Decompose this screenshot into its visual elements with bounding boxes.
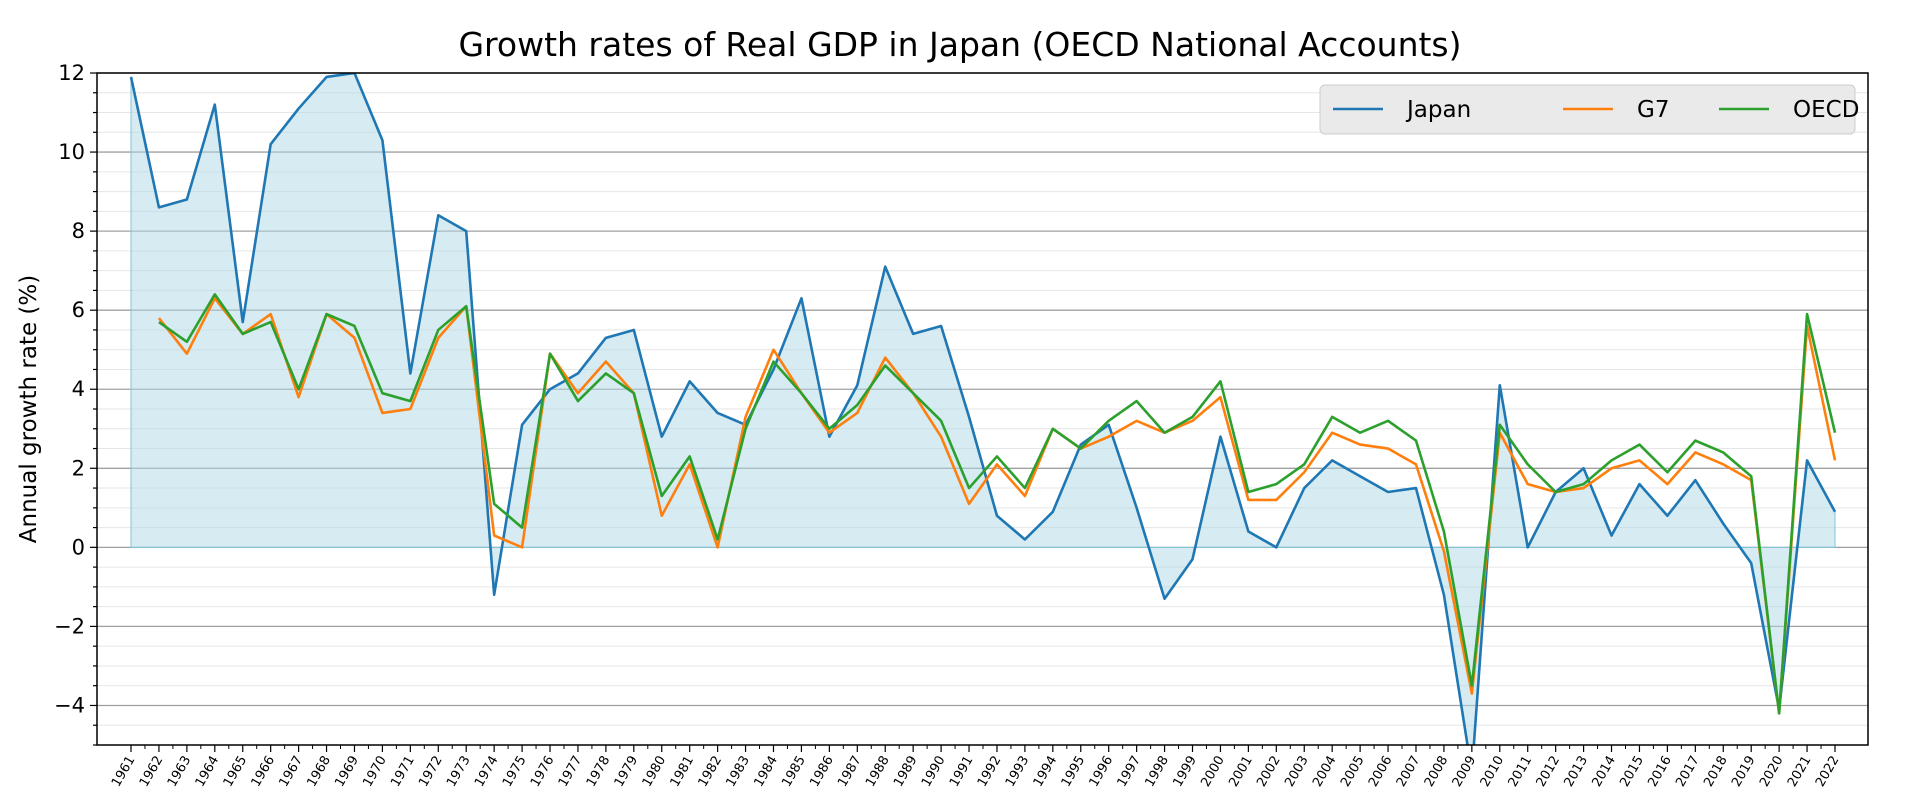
x-tick-label: 1995: [1059, 754, 1089, 790]
x-tick-label: 1974: [472, 754, 502, 790]
x-tick-label: 2020: [1757, 754, 1787, 790]
x-tick-label: 2010: [1478, 754, 1508, 790]
x-tick-label: 2002: [1254, 754, 1284, 790]
x-tick-label: 2017: [1673, 754, 1703, 790]
y-tick-label: 0: [72, 535, 85, 559]
x-tick-label: 1969: [332, 754, 362, 790]
series-line-oecd: [158, 293, 1837, 715]
x-tick-label: 1968: [304, 754, 334, 790]
legend: Japan G7 OECD: [1319, 84, 1859, 135]
x-tick-label: 1970: [360, 754, 390, 790]
x-tick-label: 1964: [193, 754, 223, 790]
x-tick-label: 1972: [416, 754, 446, 790]
y-tick-label: 12: [58, 61, 85, 85]
legend-label-japan: Japan: [1405, 97, 1471, 123]
x-tick-label: 1967: [277, 754, 307, 790]
x-tick-label: 1983: [723, 754, 753, 790]
y-axis: 12 10 8 6 4 2 0 −2 −4: [54, 61, 97, 746]
x-tick-label: 1997: [1115, 754, 1145, 790]
x-tick-label: 1996: [1087, 754, 1117, 790]
x-tick-label: 1980: [640, 754, 670, 790]
x-tick-label: 2003: [1282, 754, 1312, 790]
x-tick-label: 1975: [500, 754, 530, 790]
x-tick-label: 2019: [1729, 754, 1759, 790]
x-tick-label: 1988: [863, 754, 893, 790]
x-tick-label: 1987: [835, 754, 865, 790]
y-tick-label: 2: [72, 456, 85, 480]
y-tick-label: −4: [54, 693, 85, 717]
x-tick-label: 1978: [584, 754, 614, 790]
x-tick-label: 1961: [109, 754, 139, 790]
x-tick-label: 1981: [668, 754, 698, 790]
x-tick-label: 1984: [751, 754, 781, 790]
x-tick-label: 1962: [137, 754, 167, 790]
y-tick-label: −2: [54, 614, 85, 638]
x-tick-label: 1990: [919, 754, 949, 790]
x-tick-label: 2000: [1198, 754, 1228, 790]
series-lines: [129, 73, 1837, 745]
x-tick-label: 1973: [444, 754, 474, 790]
x-tick-label: 1998: [1143, 754, 1173, 790]
y-tick-label: 8: [72, 219, 85, 243]
x-tick-label: 1963: [165, 754, 195, 790]
series-line-japan: [129, 73, 1837, 745]
chart-title: Growth rates of Real GDP in Japan (OECD …: [458, 25, 1461, 64]
legend-label-g7: G7: [1637, 97, 1669, 123]
x-tick-label: 1976: [528, 754, 558, 790]
y-axis-label: Annual growth rate (%): [16, 275, 42, 543]
x-tick-label: 1986: [807, 754, 837, 790]
x-tick-label: 2007: [1394, 754, 1424, 790]
x-tick-label: 2001: [1226, 754, 1256, 790]
x-tick-label: 2018: [1701, 754, 1731, 790]
x-tick-label: 1994: [1031, 754, 1061, 790]
x-tick-label: 1985: [779, 754, 809, 790]
x-tick-label: 1979: [612, 754, 642, 790]
y-tick-label: 4: [72, 377, 85, 401]
x-axis: 1961196219631964196519661967196819691970…: [109, 745, 1843, 790]
x-tick-label: 1966: [249, 754, 279, 790]
x-tick-label: 1977: [556, 754, 586, 790]
y-tick-label: 6: [72, 298, 85, 322]
x-tick-label: 1982: [696, 754, 726, 790]
x-tick-label: 1989: [891, 754, 921, 790]
x-tick-label: 1993: [1003, 754, 1033, 790]
x-tick-label: 2013: [1562, 754, 1592, 790]
x-tick-label: 2022: [1813, 754, 1843, 790]
x-tick-label: 1971: [388, 754, 418, 790]
legend-label-oecd: OECD: [1793, 97, 1859, 123]
x-tick-label: 1999: [1170, 754, 1200, 790]
x-tick-label: 2011: [1506, 754, 1536, 790]
x-tick-label: 2004: [1310, 754, 1340, 790]
x-tick-label: 2021: [1785, 754, 1815, 790]
x-tick-label: 1965: [221, 754, 251, 790]
x-tick-label: 2009: [1450, 754, 1480, 790]
y-tick-label: 10: [58, 140, 85, 164]
x-tick-label: 2012: [1534, 754, 1564, 790]
x-tick-label: 2016: [1645, 754, 1675, 790]
x-tick-label: 1992: [975, 754, 1005, 790]
x-tick-label: 1991: [947, 754, 977, 790]
x-tick-label: 2015: [1617, 754, 1647, 790]
x-tick-label: 2006: [1366, 754, 1396, 790]
x-tick-label: 2008: [1422, 754, 1452, 790]
x-tick-label: 2005: [1338, 754, 1368, 790]
x-tick-label: 2014: [1589, 754, 1619, 790]
